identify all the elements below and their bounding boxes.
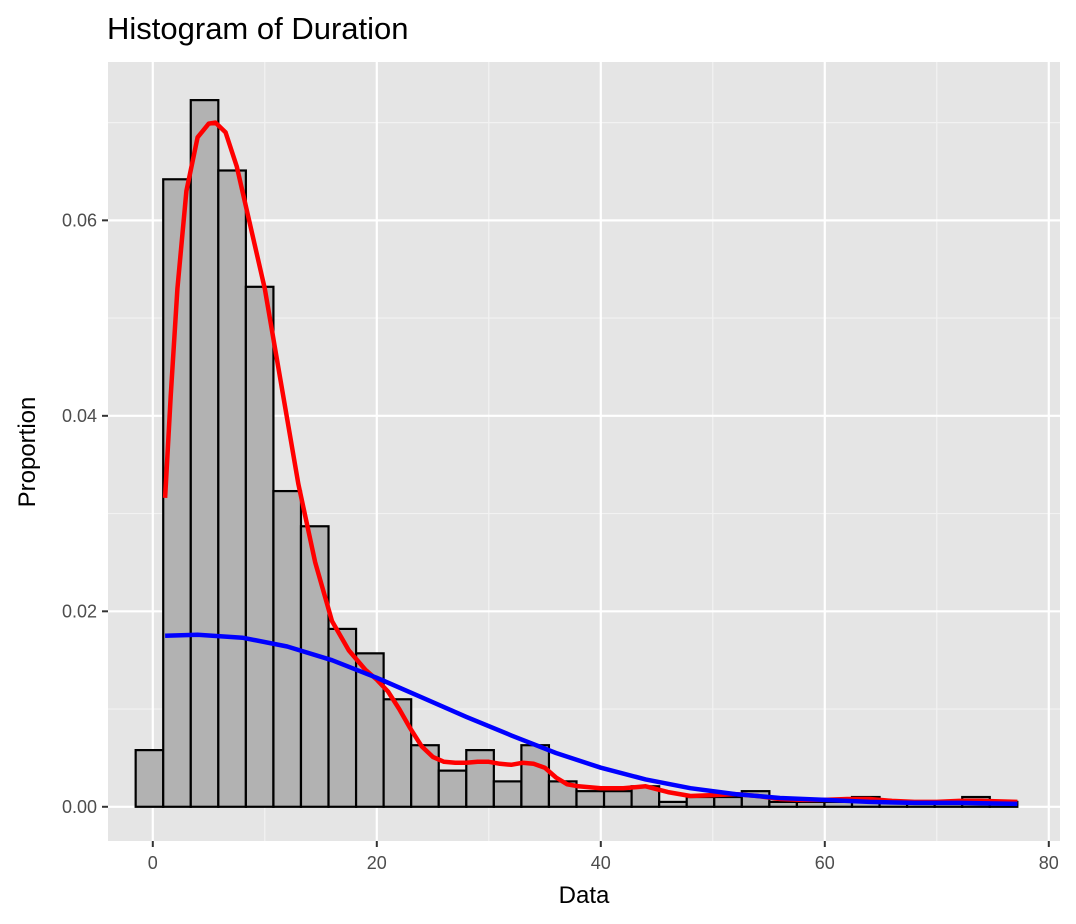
y-axis-title: Proportion [14,397,41,508]
histogram-bars [134,99,1019,808]
histogram-bar [795,800,826,808]
histogram-bar [685,795,716,808]
x-tick-label: 60 [815,853,835,873]
x-tick-label: 80 [1039,853,1059,873]
histogram-bar [410,744,440,808]
x-axis-ticks: 0 20 40 60 80 [148,841,1059,873]
x-tick-label: 0 [148,853,158,873]
histogram-bar [575,790,606,808]
histogram-bar [437,769,468,808]
histogram-bar [465,749,495,808]
density-line-2 [165,632,1018,807]
histogram-bar [713,795,743,808]
y-tick-label: 0.06 [62,210,97,230]
histogram-bar [382,698,413,808]
y-tick-label: 0.02 [62,601,97,621]
density-lines [162,120,1018,807]
histogram-bar [658,800,688,808]
chart-title: Histogram of Duration [107,11,409,46]
histogram-bar [602,790,633,808]
y-axis-ticks: 0.00 0.02 0.04 0.06 [62,210,108,817]
y-tick-label: 0.04 [62,406,97,426]
x-tick-label: 40 [591,853,611,873]
x-axis-title: Data [559,882,610,909]
histogram-bar [244,285,275,808]
x-tick-label: 20 [367,853,387,873]
histogram-bar [189,99,220,808]
histogram-bar [768,800,799,808]
histogram-bar [134,749,165,808]
histogram-bar [492,780,523,808]
y-tick-label: 0.00 [62,797,97,817]
grid-minor [108,62,1060,841]
histogram-bar [520,744,551,808]
histogram-bar [217,169,247,808]
